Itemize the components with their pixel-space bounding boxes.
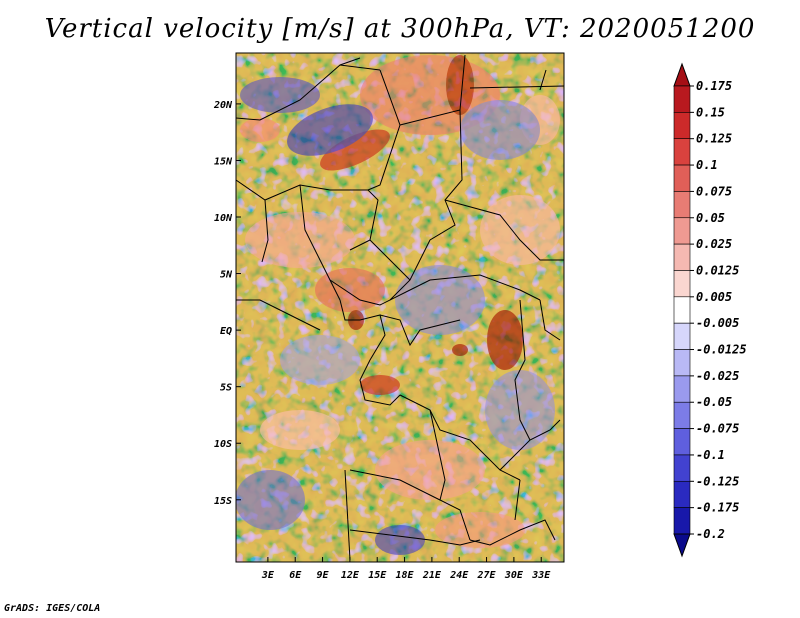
colorbar-label: 0.05 [696, 211, 725, 225]
colorbar-label: -0.175 [696, 501, 739, 515]
vertical-velocity-field [236, 53, 564, 562]
colorbar-label: -0.025 [696, 369, 739, 383]
colorbar-swatch [673, 401, 691, 429]
colorbar-label: -0.05 [696, 395, 732, 409]
colorbar-label: -0.2 [696, 527, 725, 541]
colorbar-swatch [673, 322, 691, 350]
x-tick-label: 33E [531, 570, 551, 581]
colorbar-label: 0.15 [696, 105, 725, 119]
plot-frame [235, 52, 565, 563]
y-tick-label: 10N [214, 213, 233, 224]
colorbar-swatch [673, 507, 691, 535]
colorbar-label: -0.075 [696, 422, 739, 436]
colorbar-swatch [673, 270, 691, 298]
x-tick-label: 15E [368, 570, 387, 581]
colorbar-swatch [673, 349, 691, 377]
colorbar-swatch [673, 243, 691, 271]
colorbar-bottom-arrow [673, 533, 691, 558]
y-axis: 20N 15N 10N 5N EQ 5S 10S 15S [213, 100, 241, 507]
country-borders [236, 54, 564, 561]
colorbar: 0.175 0.15 0.125 0.1 0.075 0.05 0.025 0.0125 0.0… [673, 62, 747, 558]
colorbar-swatch [673, 217, 691, 245]
colorbar-swatch [673, 375, 691, 403]
x-tick-label: 6E [289, 570, 302, 581]
colorbar-swatch [673, 164, 691, 192]
colorbar-label: -0.125 [696, 474, 739, 488]
x-tick-label: 27E [477, 570, 497, 581]
x-tick-label: 24E [449, 570, 469, 581]
colorbar-swatch [673, 85, 691, 113]
x-tick-label: 12E [341, 570, 360, 581]
colorbar-label: 0.175 [696, 79, 732, 93]
y-tick-label: 5S [220, 383, 232, 394]
colorbar-swatch [673, 454, 691, 482]
grads-credit: GrADS: IGES/COLA [4, 603, 101, 614]
chart-title: Vertical velocity [m/s] at 300hPa, VT: 2… [44, 14, 756, 44]
colorbar-swatch [673, 428, 691, 456]
colorbar-swatch [673, 296, 691, 324]
y-tick-label: 15N [214, 156, 233, 167]
colorbar-label: 0.0125 [696, 263, 739, 277]
colorbar-label: 0.005 [696, 290, 732, 304]
x-tick-label: 9E [317, 570, 330, 581]
colorbar-top-arrow [673, 62, 691, 87]
x-tick-label: 18E [396, 570, 415, 581]
colorbar-swatch [673, 112, 691, 140]
y-tick-label: 20N [213, 100, 233, 111]
colorbar-label: 0.025 [696, 237, 732, 251]
colorbar-swatch [673, 191, 691, 219]
colorbar-swatch [673, 480, 691, 508]
colorbar-swatch [673, 138, 691, 166]
y-tick-label: 15S [214, 496, 232, 507]
x-tick-label: 21E [422, 570, 442, 581]
y-tick-label: EQ [220, 326, 232, 337]
x-tick-label: 3E [261, 570, 275, 581]
x-axis: 3E 6E 9E 12E 15E 18E 21E 24E 27E 30E 33E [261, 557, 551, 581]
colorbar-label: -0.005 [696, 316, 739, 330]
colorbar-label: 0.1 [696, 158, 718, 172]
colorbar-label: -0.1 [696, 448, 725, 462]
x-tick-label: 30E [504, 570, 524, 581]
colorbar-label: -0.0125 [696, 343, 747, 357]
y-tick-label: 5N [220, 270, 233, 281]
colorbar-label: 0.125 [696, 132, 732, 146]
colorbar-label: 0.075 [696, 184, 732, 198]
y-tick-label: 10S [214, 439, 232, 450]
